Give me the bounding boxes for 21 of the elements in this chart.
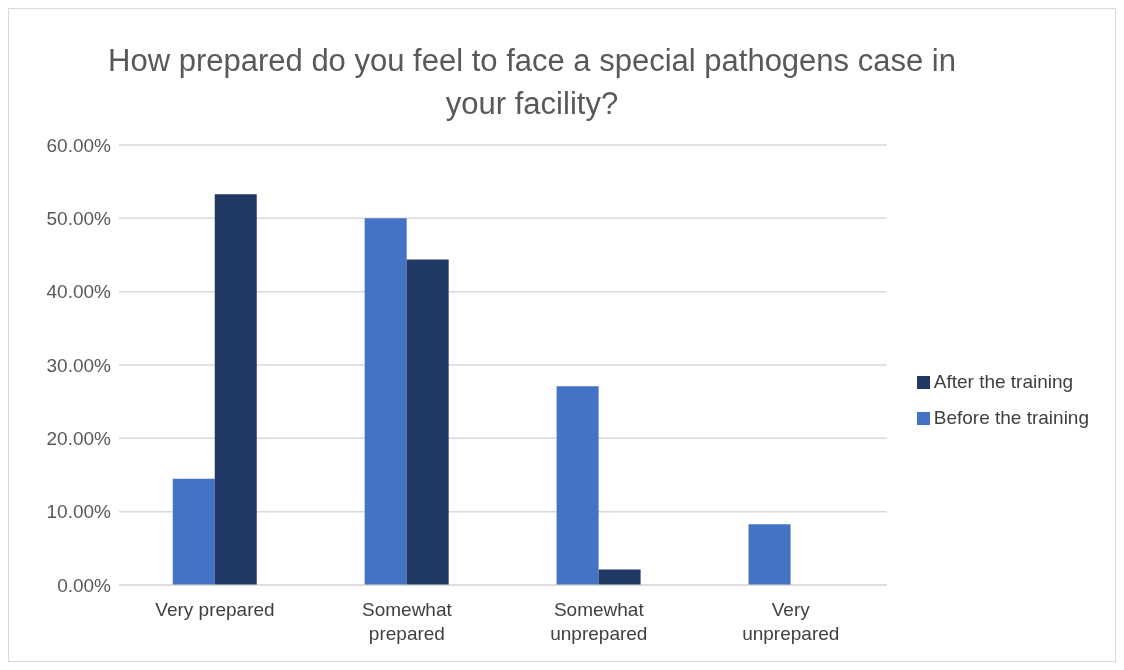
y-tick-label: 20.00% xyxy=(46,428,112,450)
bar xyxy=(364,218,407,585)
y-tick-label: 40.00% xyxy=(46,281,112,303)
y-tick-label: 10.00% xyxy=(46,501,112,523)
y-tick-label: 60.00% xyxy=(46,134,112,156)
legend-label: After the training xyxy=(933,371,1074,392)
bar xyxy=(748,524,791,585)
legend-label: Before the training xyxy=(933,407,1089,428)
y-tick-label: 30.00% xyxy=(46,354,112,376)
x-tick-label: Somewhat unprepared xyxy=(550,599,648,644)
chart-title: How prepared do you feel to face a special pathogens case in your facility? xyxy=(107,42,957,123)
x-tick-label: Very unprepared xyxy=(742,599,840,644)
y-tick-label: 0.00% xyxy=(57,574,112,596)
bar xyxy=(598,569,641,585)
bar xyxy=(556,386,599,585)
bar xyxy=(172,478,215,585)
bar xyxy=(406,259,449,585)
x-tick-label: Somewhat prepared xyxy=(362,599,453,644)
y-tick-label: 50.00% xyxy=(46,208,112,230)
bar xyxy=(214,194,257,585)
x-tick-label: Very prepared xyxy=(155,599,275,621)
